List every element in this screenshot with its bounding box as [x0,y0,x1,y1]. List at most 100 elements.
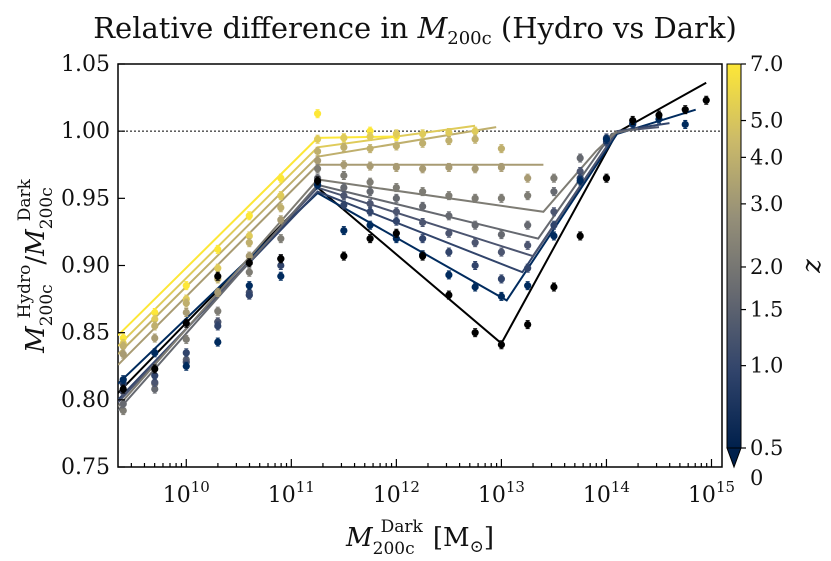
data-point [119,349,127,359]
data-point [340,191,348,201]
colorbar-tick-label: 0.5 [750,436,783,460]
data-point [151,348,159,358]
data-point [497,340,506,350]
y-tick-label: 1.00 [61,119,110,144]
data-point [214,337,222,347]
data-point [313,109,322,119]
data-point [471,193,479,203]
data-point [151,321,159,331]
y-tick-label: 0.80 [61,388,110,413]
data-point [681,119,689,129]
colorbar-tick-label: 4.0 [750,145,783,169]
data-point [340,226,348,236]
data-point [313,134,322,144]
data-point [277,173,285,183]
data-point [550,231,558,241]
x-tick-label: 1014 [583,478,630,508]
data-point [119,384,127,394]
data-point [497,274,506,284]
colorbar-tick-label: 7.0 [750,52,783,76]
data-point [182,308,190,318]
data-point [445,191,453,201]
x-tick-label: 1012 [373,478,420,508]
data-point [576,153,584,163]
colorbar: 7.0 5.0 4.0 3.0 2.0 1.5 1.0 0.5 0 z [726,52,827,490]
data-point [445,136,453,146]
data-point [340,133,348,143]
data-point [277,215,285,225]
data-point [245,211,253,221]
data-point [340,251,348,261]
data-point [471,261,479,270]
data-point [445,247,453,257]
data-point [524,320,532,330]
data-point [182,298,190,308]
colorbar-label: z [797,259,827,274]
data-point [182,281,190,291]
x-axis: 1010 1011 1012 1013 1014 1015 [130,459,735,508]
data-point [392,193,400,203]
data-point [214,287,222,297]
x-tick-label: 1013 [478,478,525,508]
y-tick-label: 0.75 [61,455,110,480]
data-point [313,176,322,186]
data-point [392,129,400,139]
data-point [119,375,127,385]
x-tick-label: 1010 [163,478,210,508]
data-points [119,95,710,416]
data-point [445,290,453,300]
data-point [471,220,479,230]
fit-line [118,126,497,355]
data-point [550,207,558,217]
data-point [550,220,558,230]
data-point [445,270,453,280]
data-point [550,187,558,197]
data-point [182,318,190,328]
y-tick-label: 0.90 [61,254,110,279]
data-point [366,220,374,230]
data-point [497,193,506,203]
y-tick-label: 0.95 [61,186,110,211]
data-point [471,126,479,136]
data-point [340,160,348,170]
data-point [277,271,285,281]
data-point [550,173,558,183]
data-point [340,170,348,180]
data-point [471,164,479,174]
y-tick-label: 0.85 [61,321,110,346]
data-point [366,177,374,187]
data-point [277,234,285,244]
data-point [550,282,558,292]
data-point [602,173,611,183]
data-point [419,201,427,211]
y-axis: 0.75 0.80 0.85 0.90 0.95 1.00 1.05 [61,52,125,480]
data-point [245,267,253,277]
data-point [366,207,374,217]
data-point [182,334,190,344]
y-axis-label: M200cHydro/M200cDark [15,178,57,354]
colorbar-tick-label: 0 [750,466,763,490]
data-point [313,146,322,156]
data-point [445,228,453,238]
data-point [245,281,253,291]
data-point [277,191,285,201]
data-point [524,240,532,250]
data-point [392,216,400,226]
data-point [366,132,374,142]
data-point [245,238,253,248]
data-point [497,291,506,301]
y-tick-label: 1.05 [61,52,110,77]
colorbar-tick-label: 5.0 [750,109,783,133]
data-point [245,258,253,268]
colorbar-gradient [726,63,742,449]
data-point [419,251,427,261]
data-point [655,110,663,120]
data-point [392,228,400,238]
data-point [119,399,127,409]
data-point [497,144,506,154]
colorbar-tick-label: 1.5 [750,298,783,322]
data-point [419,187,427,197]
data-point [214,321,222,331]
data-point [497,247,506,257]
